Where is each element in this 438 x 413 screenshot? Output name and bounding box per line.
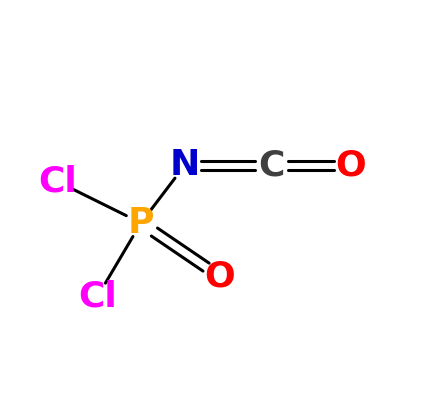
Text: P: P [127, 206, 154, 240]
Text: C: C [258, 149, 284, 183]
Text: O: O [334, 149, 365, 183]
Text: Cl: Cl [39, 165, 77, 199]
Text: N: N [169, 149, 199, 183]
Text: O: O [204, 259, 234, 293]
Text: Cl: Cl [78, 280, 117, 314]
